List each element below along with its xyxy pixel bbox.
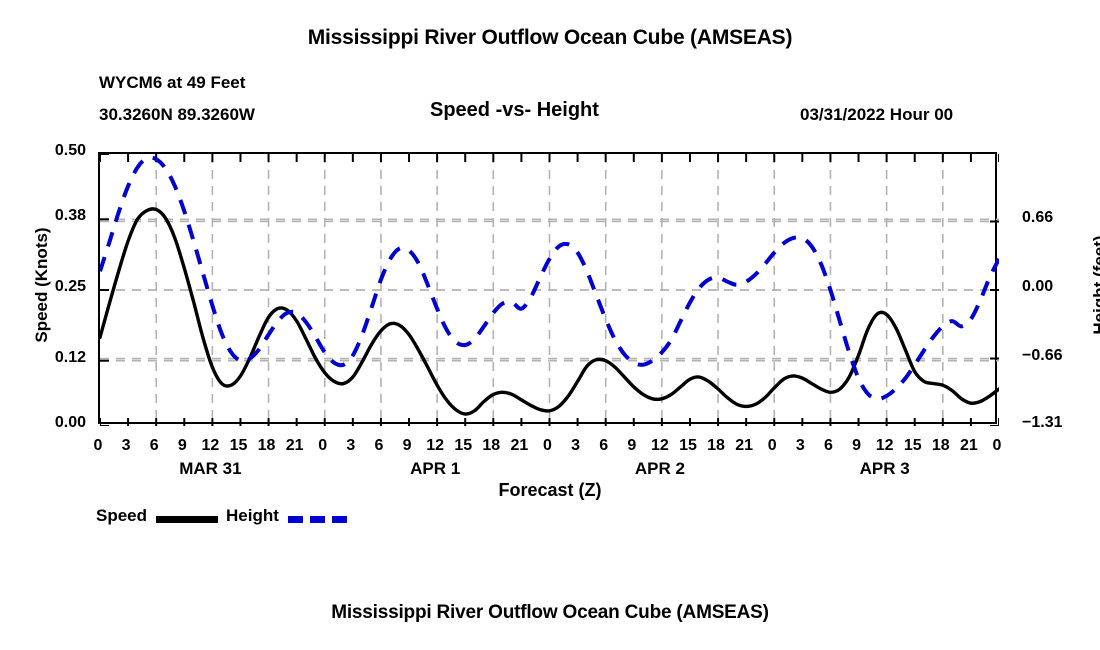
legend-swatch-height <box>288 516 350 523</box>
x-tick-label: 6 <box>149 437 159 454</box>
x-tick-label: 15 <box>903 437 922 454</box>
y-tick-label-left: 0.38 <box>54 207 86 225</box>
y-tick-label-right: −0.66 <box>1022 346 1063 364</box>
x-axis-label: Forecast (Z) <box>498 480 602 500</box>
x-tick-label: 18 <box>482 437 501 454</box>
x-tick-label: 21 <box>285 437 304 454</box>
x-tick-label: 3 <box>571 437 581 454</box>
x-tick-label: 21 <box>735 437 754 454</box>
x-tick-label: 12 <box>426 437 445 454</box>
x-tick-label: 9 <box>852 437 861 454</box>
x-tick-label: 21 <box>960 437 978 454</box>
x-tick-label: 0 <box>992 437 1002 454</box>
height-series-line <box>100 155 999 402</box>
x-tick-label: 6 <box>823 437 833 454</box>
x-tick-label: 18 <box>931 437 950 454</box>
x-tick-label: 3 <box>346 437 356 454</box>
x-tick-label: 3 <box>121 437 131 454</box>
plot-area <box>98 152 999 426</box>
x-tick-label: 9 <box>402 437 412 454</box>
x-axis-day-label: APR 1 <box>410 459 461 478</box>
x-tick-label: 18 <box>707 437 725 454</box>
x-tick-label: 15 <box>229 437 248 454</box>
x-tick-label: 3 <box>795 437 805 454</box>
main-title: Mississippi River Outflow Ocean Cube (AM… <box>307 26 793 49</box>
x-tick-label: 0 <box>767 437 777 454</box>
y-tick-label-right: 0.00 <box>1022 278 1054 295</box>
x-tick-label: 0 <box>93 437 103 454</box>
x-tick-label: 6 <box>374 437 384 454</box>
chart-subtitle: Speed -vs- Height <box>430 99 599 121</box>
x-axis-day-label: MAR 31 <box>179 459 242 478</box>
x-tick-label: 21 <box>510 437 529 454</box>
legend-label-speed: Speed <box>96 506 148 525</box>
x-tick-label: 9 <box>177 437 187 454</box>
x-tick-label: 0 <box>543 437 552 454</box>
y-tick-label-left: 0.25 <box>54 278 86 295</box>
station-label: WYCM6 at 49 Feet <box>99 73 246 92</box>
x-tick-label: 15 <box>679 437 697 454</box>
x-axis-day-label: APR 2 <box>634 459 685 478</box>
x-tick-label: 6 <box>599 437 609 454</box>
y-tick-label-right: −1.31 <box>1022 414 1063 431</box>
x-tick-label: 9 <box>627 437 637 454</box>
y-tick-label-right: 0.66 <box>1022 209 1054 227</box>
x-tick-label: 0 <box>318 437 328 454</box>
x-tick-label: 18 <box>257 437 276 454</box>
axis-ticks <box>100 154 999 426</box>
bottom-title: Mississippi River Outflow Ocean Cube (AM… <box>331 602 769 623</box>
x-tick-label: 12 <box>650 437 669 454</box>
x-axis-day-label: APR 3 <box>859 459 910 478</box>
x-tick-label: 12 <box>875 437 894 454</box>
coordinates-label: 30.3260N 89.3260W <box>99 105 255 124</box>
y-tick-label-left: 0.00 <box>54 414 86 431</box>
plot-svg <box>100 154 999 426</box>
x-tick-label: 15 <box>454 437 473 454</box>
y-tick-label-left: 0.12 <box>54 348 86 366</box>
forecast-datestamp: 03/31/2022 Hour 00 <box>800 105 954 124</box>
x-tick-label: 12 <box>201 437 220 454</box>
y-tick-label-left: 0.50 <box>54 142 86 159</box>
legend-label-height: Height <box>226 506 279 525</box>
legend-swatch-speed <box>156 516 218 523</box>
